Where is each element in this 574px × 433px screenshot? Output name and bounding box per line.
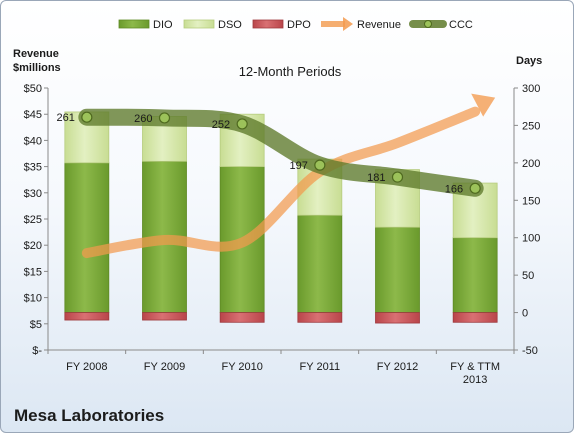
left-tick-label: $30 <box>24 188 42 200</box>
left-tick-label: $5 <box>30 319 42 331</box>
legend-label-dio: DIO <box>153 19 173 31</box>
ccc-data-label: 166 <box>445 183 463 195</box>
ccc-data-label: 261 <box>56 112 74 124</box>
ccc-data-label: 260 <box>134 113 152 125</box>
right-tick-label: 150 <box>522 195 540 207</box>
right-tick-label: 200 <box>522 158 540 170</box>
revenue-arrowhead <box>471 93 496 117</box>
legend-swatch-dio <box>118 19 150 29</box>
left-tick-label: $50 <box>24 83 42 95</box>
dio-bar <box>297 214 343 313</box>
x-tick-label: FY 2010 <box>221 361 262 373</box>
x-tick-label: FY & TTM <box>450 361 500 373</box>
right-axis-title: Days <box>516 55 542 67</box>
dio-bar <box>64 162 110 313</box>
left-axis-title: $millions <box>13 62 61 74</box>
legend-label-revenue: Revenue <box>357 19 401 31</box>
left-tick-label: $25 <box>24 214 42 226</box>
right-tick-label: 100 <box>522 233 540 245</box>
legend-label-ccc: CCC <box>449 19 473 31</box>
company-title: Mesa Laboratories <box>14 406 165 425</box>
ccc-point <box>158 112 171 124</box>
legend-swatch-dso <box>183 19 215 29</box>
left-tick-label: $10 <box>24 293 42 305</box>
left-axis-title: Revenue <box>13 48 59 60</box>
ccc-point <box>236 118 248 130</box>
left-tick-label: $- <box>32 345 42 357</box>
dpo-bar <box>375 312 420 324</box>
left-tick-label: $35 <box>24 162 42 174</box>
x-tick-label: FY 2008 <box>66 361 107 373</box>
ccc-data-label: 252 <box>212 119 230 131</box>
legend-swatch-dpo <box>252 19 284 29</box>
ccc-point <box>81 111 93 123</box>
right-tick-label: 250 <box>522 120 540 132</box>
left-tick-label: $15 <box>24 266 42 278</box>
left-tick-label: $20 <box>24 240 42 252</box>
revenue-line <box>81 106 481 259</box>
dpo-bar <box>142 312 187 321</box>
ccc-data-label: 197 <box>289 160 307 172</box>
dpo-bar <box>219 312 265 323</box>
ccc-point <box>469 182 481 194</box>
legend-arrowhead-revenue <box>343 17 353 31</box>
right-tick-label: 300 <box>522 83 540 95</box>
dio-bar <box>452 237 498 313</box>
legend-label-dso: DSO <box>218 19 242 31</box>
ccc-point <box>314 159 326 171</box>
left-tick-label: $40 <box>24 135 42 147</box>
legend-label-dpo: DPO <box>287 19 311 31</box>
right-tick-label: -50 <box>522 345 538 357</box>
right-tick-label: 50 <box>522 270 534 282</box>
ccc-data-label: 181 <box>367 172 385 184</box>
dpo-bar <box>64 312 110 321</box>
legend-marker-ccc <box>424 20 432 28</box>
x-tick-label: FY 2012 <box>377 361 418 373</box>
chart-title: 12-Month Periods <box>239 64 342 79</box>
dpo-bar <box>452 312 498 323</box>
dio-bar <box>375 226 420 313</box>
x-tick-label: 2013 <box>463 374 487 386</box>
right-tick-label: 0 <box>522 308 528 320</box>
x-tick-label: FY 2009 <box>144 361 185 373</box>
ccc-line <box>78 108 484 197</box>
left-tick-label: $45 <box>24 109 42 121</box>
ccc-point <box>391 171 404 183</box>
x-tick-label: FY 2011 <box>300 361 341 373</box>
dpo-bar <box>297 312 343 323</box>
